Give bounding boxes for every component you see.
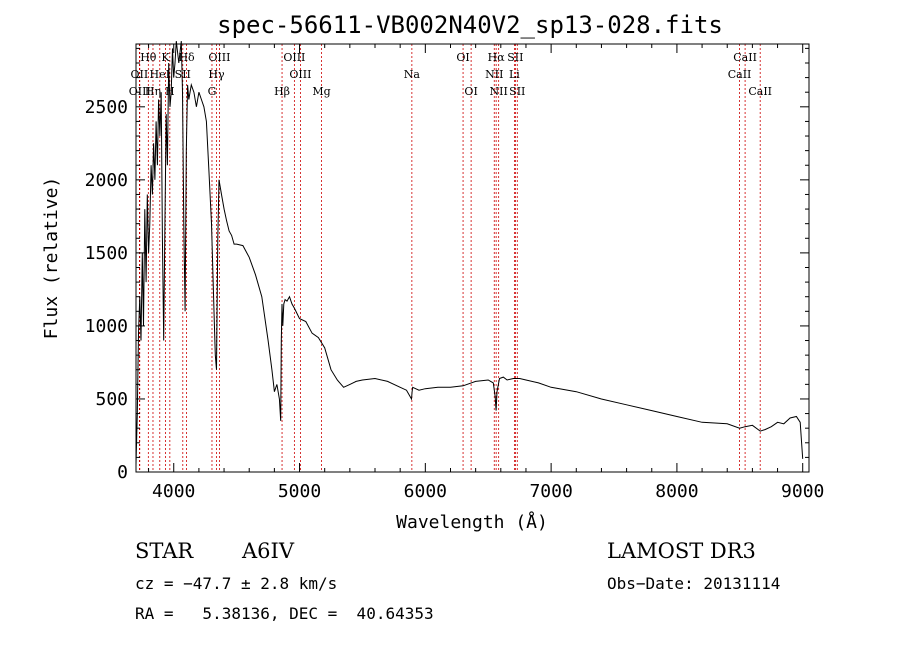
y-tick-label: 2000	[85, 170, 128, 191]
x-axis: 4000 5000 6000 7000 8000 9000	[148, 44, 824, 502]
y-tick-label: 1500	[85, 243, 128, 264]
line-marker-label: OIII	[283, 51, 305, 64]
line-marker-label: OIII	[129, 85, 151, 98]
x-tick-label: 4000	[152, 481, 195, 502]
obs-date: Obs−Date: 20131114	[607, 574, 781, 593]
spectrum-line	[135, 41, 804, 465]
line-marker-label: OIII	[208, 51, 230, 64]
line-marker-label: NII	[490, 85, 508, 98]
line-marker-label: Na	[404, 68, 421, 81]
line-marker-label: HeI	[150, 68, 170, 81]
line-marker-label: CaII	[733, 51, 757, 64]
line-marker-label: OIII	[289, 68, 311, 81]
object-type: STAR	[135, 539, 194, 563]
line-marker-label: G	[208, 85, 217, 98]
line-marker-label: SII	[507, 51, 523, 64]
survey-name: LAMOST DR3	[607, 539, 756, 563]
x-tick-label: 7000	[529, 481, 572, 502]
y-axis-label: Flux (relative)	[41, 177, 62, 340]
line-marker-label: SII	[509, 85, 525, 98]
x-axis-label: Wavelength (Å)	[396, 511, 548, 533]
plot-frame	[135, 43, 810, 473]
line-marker-label: Li	[509, 68, 520, 81]
chart-title: spec-56611-VB002N40V2_sp13-028.fits	[217, 11, 723, 39]
line-marker-label: Hα	[488, 51, 506, 64]
y-tick-label: 500	[95, 389, 128, 410]
y-tick-label: 1000	[85, 316, 128, 337]
line-marker-label: CaII	[748, 85, 772, 98]
line-marker-label: NII	[485, 68, 503, 81]
line-marker-label: Hβ	[274, 85, 290, 98]
line-marker-label: Hη	[145, 85, 161, 98]
line-marker-label: K	[161, 51, 170, 64]
line-markers	[138, 44, 761, 472]
x-tick-label: 6000	[404, 481, 447, 502]
line-marker-label: CaII	[728, 68, 752, 81]
line-marker-label: OI	[464, 85, 477, 98]
line-marker-label: OI	[456, 51, 469, 64]
x-tick-label: 9000	[781, 481, 824, 502]
y-tick-label: 2500	[85, 97, 128, 118]
line-marker-label: Mg	[312, 85, 330, 98]
line-marker-label: Hγ	[208, 68, 225, 81]
line-marker-label: SII	[175, 68, 191, 81]
line-marker-label: OII	[131, 68, 149, 81]
line-marker-label: Hδ	[178, 51, 195, 64]
x-tick-label: 8000	[655, 481, 698, 502]
y-axis: 0 500 1000 1500 2000 2500	[85, 47, 809, 483]
spectral-class: A6IV	[242, 539, 294, 563]
line-marker-label: Hθ	[140, 51, 157, 64]
y-tick-label: 0	[117, 462, 128, 483]
x-tick-label: 5000	[278, 481, 321, 502]
coordinates: RA = 5.38136, DEC = 40.64353	[135, 604, 434, 623]
redshift-cz: cz = −47.7 ± 2.8 km/s	[135, 574, 338, 593]
